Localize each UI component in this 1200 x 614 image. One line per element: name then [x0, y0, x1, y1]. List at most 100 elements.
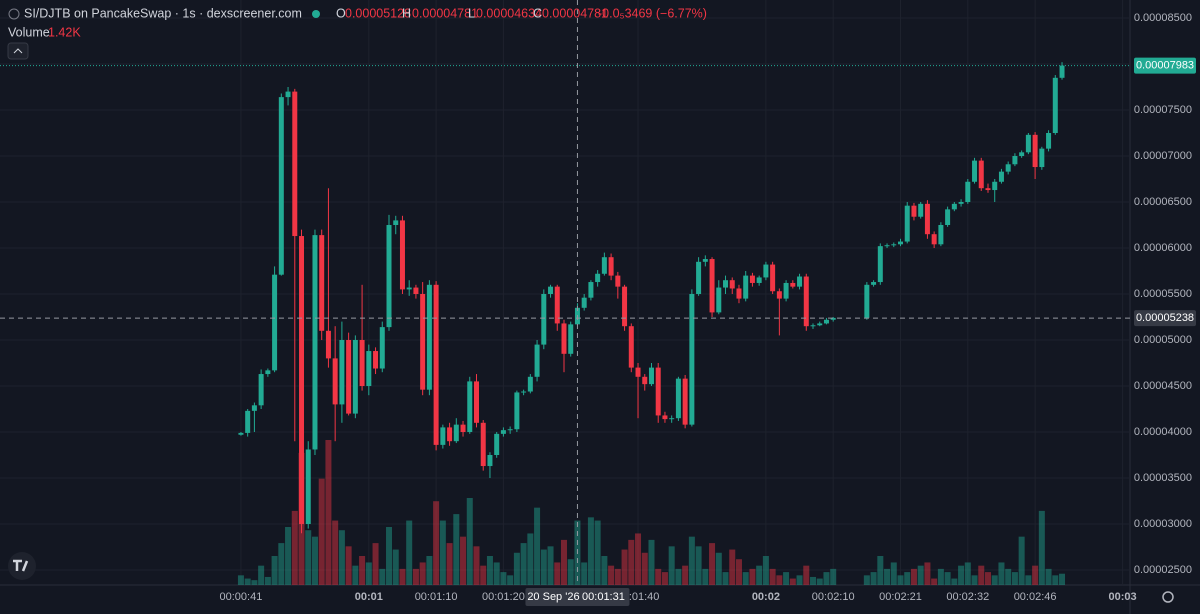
- candle-body: [972, 160, 978, 182]
- candle-body: [1012, 156, 1018, 165]
- candle-body: [1019, 152, 1025, 156]
- y-tick-label: 0.00006000: [1134, 242, 1192, 254]
- volume-bar: [998, 562, 1005, 585]
- volume-bar: [635, 533, 642, 585]
- candle-body: [285, 91, 291, 98]
- candle-body: [709, 259, 715, 313]
- volume-bar: [365, 562, 372, 585]
- volume-bar: [1005, 568, 1012, 585]
- x-tick-label: 00:00:41: [220, 591, 263, 603]
- collapse-button[interactable]: [7, 42, 29, 60]
- volume-bar: [810, 576, 817, 585]
- volume-bar: [1052, 575, 1059, 585]
- candle-body: [911, 205, 917, 217]
- volume-bar: [345, 546, 352, 585]
- candle-body: [729, 280, 735, 289]
- logo: [8, 552, 36, 580]
- candle-body: [702, 259, 708, 262]
- candle-body: [696, 261, 702, 294]
- candle-body: [783, 282, 789, 299]
- candle-body: [399, 220, 405, 290]
- volume-bar: [587, 517, 594, 585]
- candle-body: [615, 275, 621, 287]
- volume-bar: [594, 520, 601, 585]
- candle-body: [723, 280, 729, 288]
- candle-body: [1052, 77, 1058, 133]
- candle-body: [1025, 134, 1031, 153]
- collapse-icon: [13, 48, 23, 54]
- candle-body: [601, 257, 607, 274]
- volume-bar: [534, 507, 541, 585]
- candle-body: [797, 276, 803, 287]
- candle-body: [393, 220, 399, 225]
- volume-bar: [237, 575, 244, 585]
- candle-body: [655, 367, 661, 416]
- settings-icon[interactable]: [1162, 591, 1174, 603]
- crosshair-date-label: 20 Sep '26: [527, 591, 579, 603]
- volume-bar: [547, 546, 554, 585]
- volume-bar: [789, 578, 796, 585]
- candle-body: [736, 288, 742, 299]
- candle-body: [749, 275, 755, 283]
- candle-body: [810, 325, 816, 327]
- candle-body: [494, 433, 500, 455]
- candle-body: [258, 374, 264, 406]
- volume-bar: [655, 568, 662, 585]
- volume-bar: [917, 565, 924, 585]
- volume-bar: [863, 575, 870, 585]
- candle-body: [453, 424, 459, 442]
- volume-bar: [1025, 575, 1032, 585]
- volume-bar: [958, 565, 965, 585]
- volume-bar: [682, 565, 689, 585]
- volume-bar: [372, 543, 379, 585]
- x-tick-label: 00:01:10: [415, 591, 458, 603]
- volume-bar: [540, 549, 547, 585]
- volume-bar: [890, 562, 897, 585]
- volume-bar: [910, 568, 917, 585]
- candle-body: [978, 160, 984, 189]
- candle-body: [467, 381, 473, 432]
- volume-bar: [769, 568, 776, 585]
- candle-body: [440, 427, 446, 445]
- volume-bar: [1032, 565, 1039, 585]
- candle-body: [884, 245, 890, 247]
- candle-body: [460, 424, 466, 432]
- symbol-icon: [8, 8, 20, 20]
- volume-bar: [305, 530, 312, 585]
- volume-bar: [877, 556, 884, 585]
- candle-body: [379, 327, 385, 369]
- candle-body: [931, 234, 937, 245]
- volume-bar: [688, 536, 695, 585]
- candle-body: [487, 455, 493, 467]
- candle-body: [776, 291, 782, 299]
- volume-bar: [695, 546, 702, 585]
- candle-body: [366, 351, 372, 386]
- volume-bar: [560, 539, 567, 585]
- candle-body: [581, 297, 587, 308]
- candle-body: [500, 430, 506, 434]
- candles: [238, 62, 1065, 534]
- crosshair-time-tag: [525, 588, 630, 606]
- candle-body: [817, 323, 823, 326]
- volume-bar: [776, 575, 783, 585]
- candle-body: [339, 340, 345, 405]
- candle-body: [238, 432, 244, 435]
- x-tick-label: 00:02:10: [812, 591, 855, 603]
- chart-title: SI/DJTB on PancakeSwap · 1s · dexscreene…: [24, 6, 302, 20]
- candle-body: [292, 91, 298, 237]
- y-tick-label: 0.00005000: [1134, 334, 1192, 346]
- candle-body: [312, 235, 318, 450]
- candle-body: [998, 171, 1004, 182]
- candle-body: [756, 277, 762, 283]
- volume-bar: [830, 568, 837, 585]
- candle-body: [433, 284, 439, 445]
- volume-bar: [285, 527, 292, 585]
- volume-bar: [352, 565, 359, 585]
- volume-bar: [379, 568, 386, 585]
- volume-bar: [951, 578, 958, 585]
- x-tick-label: 00:02:32: [946, 591, 989, 603]
- volume-bar: [433, 501, 440, 585]
- volume-bar: [1018, 536, 1025, 585]
- candle-body: [682, 378, 688, 425]
- volume-bar: [486, 556, 493, 585]
